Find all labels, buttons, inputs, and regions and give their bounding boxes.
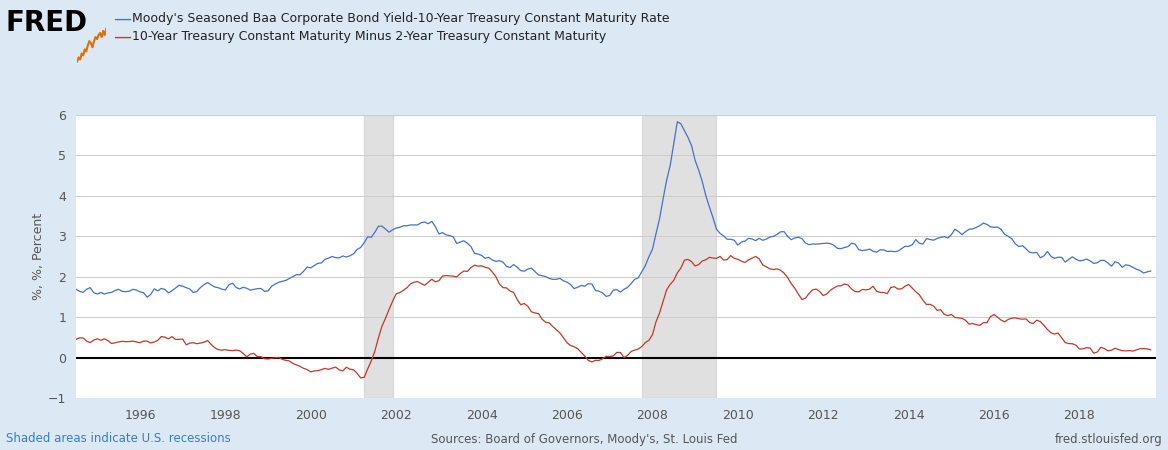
Text: —: — — [113, 10, 131, 28]
Text: —: — — [113, 28, 131, 46]
Text: Moody's Seasoned Baa Corporate Bond Yield-10-Year Treasury Constant Maturity Rat: Moody's Seasoned Baa Corporate Bond Yiel… — [132, 12, 669, 25]
Text: FRED: FRED — [6, 9, 88, 37]
Y-axis label: %, %, Percent: %, %, Percent — [32, 213, 46, 300]
Text: Sources: Board of Governors, Moody's, St. Louis Fed: Sources: Board of Governors, Moody's, St… — [431, 432, 737, 446]
Bar — [641, 115, 716, 398]
Text: Shaded areas indicate U.S. recessions: Shaded areas indicate U.S. recessions — [6, 432, 230, 446]
Text: 10-Year Treasury Constant Maturity Minus 2-Year Treasury Constant Maturity: 10-Year Treasury Constant Maturity Minus… — [132, 30, 606, 43]
Bar — [364, 115, 392, 398]
Text: fred.stlouisfed.org: fred.stlouisfed.org — [1055, 432, 1162, 446]
